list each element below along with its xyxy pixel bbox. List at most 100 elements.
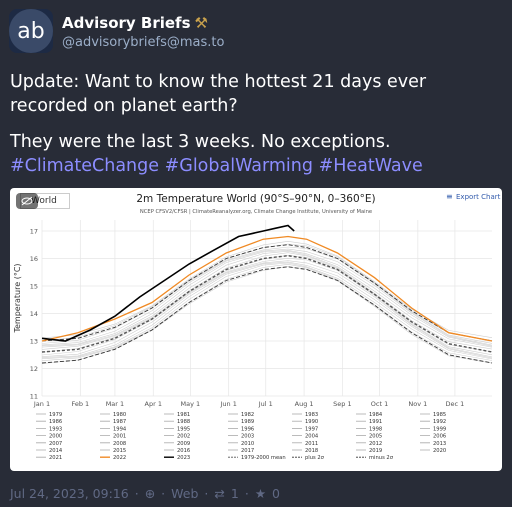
- legend-label[interactable]: 2009: [177, 441, 190, 447]
- historical-year-line: [41, 260, 493, 358]
- legend-label[interactable]: 1984: [369, 412, 383, 418]
- legend-label[interactable]: 1995: [177, 426, 190, 432]
- account-handle[interactable]: @advisorybriefs@mas.to: [62, 35, 225, 50]
- legend-label[interactable]: 1999: [433, 426, 446, 432]
- historical-year-line: [41, 246, 493, 344]
- legend-label[interactable]: 1993: [49, 426, 62, 432]
- legend-label[interactable]: 2011: [305, 441, 318, 447]
- separator: ·: [244, 486, 249, 501]
- legend-label[interactable]: 2016: [177, 448, 190, 454]
- avatar[interactable]: ab: [9, 9, 53, 53]
- status-paragraph: Update: Want to know the hottest 21 days…: [10, 72, 427, 116]
- display-name-text: Advisory Briefs: [62, 14, 191, 32]
- legend-label[interactable]: 2004: [305, 434, 319, 440]
- separator: ·: [204, 486, 209, 501]
- media-attachment[interactable]: 2m Temperature World (90°S–90°N, 0–360°E…: [10, 188, 502, 471]
- legend-label[interactable]: 2019: [369, 448, 382, 454]
- star-icon[interactable]: ★: [254, 486, 267, 501]
- legend-label[interactable]: 2013: [433, 441, 446, 447]
- chart-title: 2m Temperature World (90°S–90°N, 0–360°E…: [136, 193, 375, 205]
- historical-year-line: [41, 250, 493, 348]
- legend-label[interactable]: minus 2σ: [369, 455, 394, 461]
- hashtag-link[interactable]: #ClimateChange: [10, 156, 160, 176]
- legend-label[interactable]: 1983: [305, 412, 318, 418]
- legend-label[interactable]: 2012: [369, 441, 382, 447]
- legend-label[interactable]: 1989: [241, 419, 254, 425]
- legend-label[interactable]: plus 2σ: [305, 455, 325, 461]
- legend-label[interactable]: 1987: [113, 419, 126, 425]
- legend-label[interactable]: 2000: [49, 434, 62, 440]
- series-line-2: [41, 266, 493, 364]
- legend-label[interactable]: 1997: [305, 426, 318, 432]
- legend-label[interactable]: 2006: [433, 434, 446, 440]
- legend-label[interactable]: 2021: [49, 455, 62, 461]
- historical-year-line: [41, 249, 493, 347]
- legend-label[interactable]: 2005: [369, 434, 382, 440]
- historical-year-line: [41, 257, 493, 356]
- export-chart-button[interactable]: ≡ Export Chart: [446, 192, 501, 201]
- series-line-0: [41, 254, 493, 353]
- legend-label[interactable]: 1979-2000 mean: [241, 455, 286, 461]
- legend-label[interactable]: 2023: [177, 455, 190, 461]
- legend-label[interactable]: 2015: [113, 448, 126, 454]
- x-tick-label: Nov 1: [408, 400, 427, 408]
- legend-label[interactable]: 1980: [113, 412, 126, 418]
- avatar-initials: ab: [9, 9, 53, 53]
- series-line-1: [41, 244, 493, 342]
- legend-label[interactable]: 2008: [113, 441, 126, 447]
- x-tick-label: Jun 1: [219, 400, 236, 408]
- y-tick-label: 15: [30, 283, 38, 291]
- temperature-chart: 2m Temperature World (90°S–90°N, 0–360°E…: [13, 192, 501, 461]
- historical-year-line: [41, 262, 493, 360]
- menu-icon: ≡: [446, 192, 453, 201]
- legend-label[interactable]: 2017: [241, 448, 254, 454]
- hide-media-button[interactable]: [16, 193, 38, 209]
- legend-label[interactable]: 1996: [241, 426, 254, 432]
- legend-label[interactable]: 1990: [305, 419, 318, 425]
- legend-label[interactable]: 1991: [369, 419, 382, 425]
- legend-label[interactable]: 2001: [113, 434, 126, 440]
- x-tick-label: Feb 1: [71, 400, 89, 408]
- x-tick-label: Sep 1: [333, 400, 351, 408]
- y-tick-label: 13: [30, 338, 38, 346]
- legend-label[interactable]: 1992: [433, 419, 446, 425]
- display-name[interactable]: Advisory Briefs ⚒: [62, 14, 208, 32]
- globe-icon: ⊕: [144, 486, 156, 501]
- legend-label[interactable]: 2002: [177, 434, 190, 440]
- legend-label[interactable]: 1979: [49, 412, 62, 418]
- x-tick-label: May 1: [181, 400, 201, 408]
- legend-label[interactable]: 1998: [369, 426, 382, 432]
- status-content: Update: Want to know the hottest 21 days…: [10, 70, 502, 190]
- legend-label[interactable]: 1986: [49, 419, 62, 425]
- x-tick-label: Jan 1: [33, 400, 50, 408]
- eye-slash-icon: [21, 196, 33, 206]
- series-line-3: [41, 235, 493, 342]
- application-link[interactable]: Web: [171, 486, 199, 501]
- legend-label[interactable]: 1981: [177, 412, 190, 418]
- legend-label[interactable]: 2018: [305, 448, 318, 454]
- legend-label[interactable]: 2022: [113, 455, 126, 461]
- legend-label[interactable]: 1994: [113, 426, 127, 432]
- legend-label[interactable]: 1988: [177, 419, 190, 425]
- historical-year-line: [41, 248, 493, 346]
- legend-label[interactable]: 2010: [241, 441, 254, 447]
- separator: ·: [161, 486, 166, 501]
- series-line-4: [41, 224, 295, 342]
- hashtag-link[interactable]: #GlobalWarming: [164, 156, 313, 176]
- hashtag-link[interactable]: #HeatWave: [318, 156, 423, 176]
- historical-year-line: [41, 252, 493, 350]
- chart-subtitle: NCEP CFSV2/CFSR | ClimateReanalyzer.org,…: [140, 209, 372, 215]
- legend-label[interactable]: 2003: [241, 434, 254, 440]
- y-tick-label: 16: [30, 255, 38, 263]
- legend-label[interactable]: 2014: [49, 448, 63, 454]
- status-text: They were the last 3 weeks. No exception…: [10, 132, 391, 152]
- status-paragraph: They were the last 3 weeks. No exception…: [10, 130, 502, 178]
- export-chart-label: Export Chart: [456, 193, 501, 201]
- timestamp-link[interactable]: Jul 24, 2023, 09:16: [10, 486, 129, 501]
- reblog-icon[interactable]: ⇄: [214, 486, 225, 501]
- legend-label[interactable]: 2020: [433, 448, 446, 454]
- legend-label[interactable]: 1982: [241, 412, 254, 418]
- legend-label[interactable]: 1985: [433, 412, 446, 418]
- y-tick-label: 12: [30, 365, 38, 373]
- legend-label[interactable]: 2007: [49, 441, 62, 447]
